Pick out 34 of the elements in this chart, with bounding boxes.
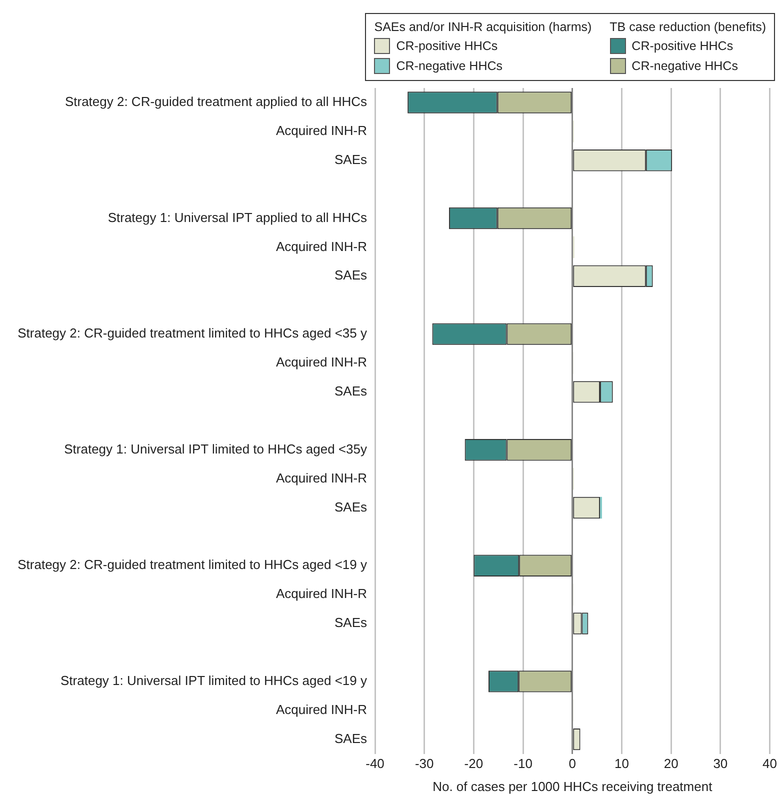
y-tick-label: Strategy 1: Universal IPT limited to HHCs aged <19 y	[60, 673, 368, 688]
legend-title: SAEs and/or INH-R acquisition (harms)	[374, 20, 592, 34]
y-tick-label: Acquired INH-R	[276, 123, 367, 138]
y-tick-label: SAEs	[334, 615, 368, 630]
y-tick-label: Strategy 1: Universal IPT applied to all HHCs	[108, 210, 368, 225]
legend-label: CR-positive HHCs	[396, 39, 498, 53]
x-axis-title: No. of cases per 1000 HHCs receiving treatment	[432, 778, 713, 794]
y-tick-label: Strategy 1: Universal IPT limited to HHCs aged <35y	[64, 441, 368, 456]
y-tick-label: Strategy 2: CR-guided treatment applied to all HHCs	[64, 94, 368, 110]
x-tick-label: -30	[414, 756, 434, 772]
x-tick-label: 30	[713, 756, 728, 772]
x-tick-label: -20	[464, 756, 484, 772]
y-tick-label: Acquired INH-R	[276, 238, 367, 254]
text: TB case reduction (benefits)	[610, 20, 766, 34]
x-tick-label: 20	[664, 756, 678, 772]
y-tick-label: SAEs	[334, 268, 368, 283]
y-tick-label: Acquired INH-R	[276, 586, 367, 602]
x-tick-label: -40	[366, 756, 384, 772]
legend-label: CR-positive HHCs	[632, 39, 734, 53]
y-tick-label: Acquired INH-R	[276, 470, 367, 486]
y-tick-label: Strategy 2: CR-guided treatment limited to HHCs aged <35 y	[18, 326, 368, 341]
legend-label: CR-negative HHCs	[396, 59, 503, 73]
x-tick-label: 40	[762, 756, 778, 772]
y-tick-label: Acquired INH-R	[276, 702, 367, 717]
y-tick-label: Strategy 2: CR-guided treatment limited to HHCs aged <19 y	[18, 557, 368, 572]
y-tick-label: SAEs	[334, 152, 368, 167]
y-tick-label: SAEs	[334, 730, 368, 746]
y-tick-label: Acquired INH-R	[276, 354, 367, 370]
x-tick-label: -10	[514, 756, 532, 772]
y-tick-label: SAEs	[334, 499, 368, 514]
legend-label: CR-negative HHCs	[632, 59, 738, 73]
x-tick-label: 10	[614, 756, 629, 772]
y-tick-label: SAEs	[334, 384, 368, 399]
x-tick-label: 0	[568, 756, 576, 772]
